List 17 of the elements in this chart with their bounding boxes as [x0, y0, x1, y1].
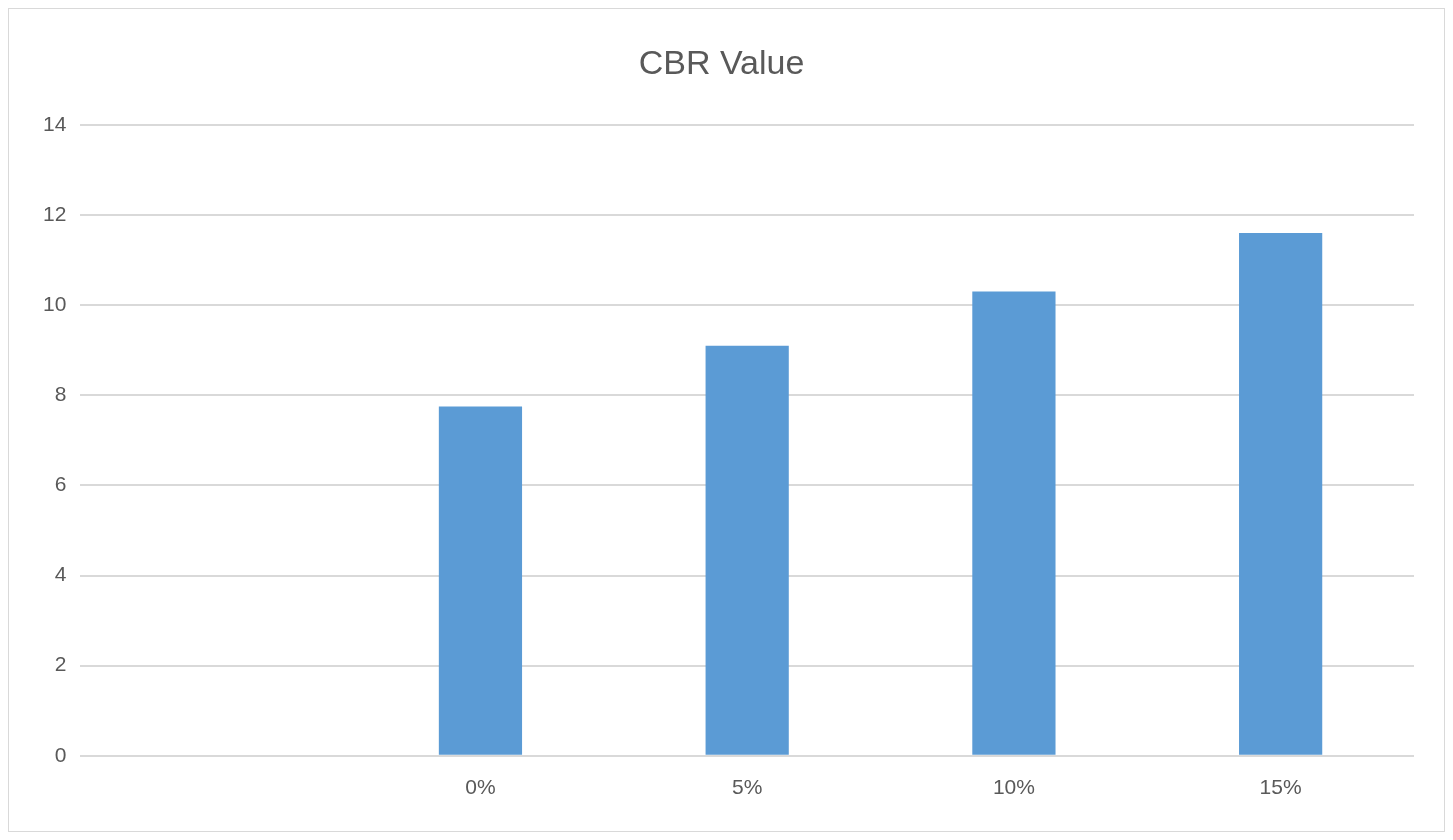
bar — [438, 406, 523, 755]
x-tick-label: 0% — [465, 775, 496, 799]
y-tick-label: 0 — [54, 742, 67, 766]
bar — [705, 345, 789, 755]
y-tick-label: 6 — [54, 472, 67, 496]
y-tick-label: 4 — [54, 562, 67, 586]
y-tick-label: 12 — [43, 201, 67, 225]
x-tick-label: 10% — [992, 775, 1035, 799]
y-tick-label: 10 — [43, 291, 67, 315]
bar — [1239, 232, 1323, 755]
x-tick-label: 15% — [1259, 775, 1302, 799]
bar — [972, 291, 1056, 755]
y-tick-label: 2 — [54, 652, 67, 676]
y-tick-label: 14 — [43, 111, 67, 135]
y-tick-label: 8 — [54, 382, 67, 406]
chart-title: CBR Value — [638, 42, 805, 81]
x-tick-label: 5% — [732, 775, 763, 799]
